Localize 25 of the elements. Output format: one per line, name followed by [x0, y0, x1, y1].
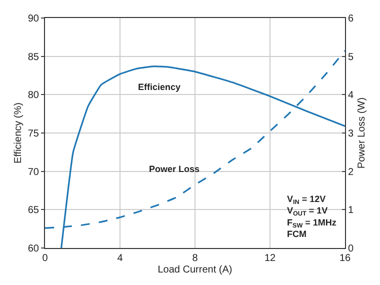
y2-tick-label: 4 [348, 90, 354, 102]
y-axis-title: Efficiency (%) [12, 102, 24, 164]
x-tick-label: 4 [117, 253, 124, 264]
x-tick-label: 12 [264, 253, 276, 264]
y-tick-label: 60 [28, 244, 40, 254]
y2-tick-label: 0 [348, 244, 354, 254]
y2-axis-title: Power Loss (W) [356, 97, 368, 169]
y2-tick-label: 2 [348, 166, 354, 178]
series-label: Power Loss [149, 164, 200, 174]
series-label: Efficiency [138, 82, 181, 92]
y-tick-label: 80 [28, 90, 40, 102]
x-axis-title: Load Current (A) [158, 264, 232, 276]
y-tick-label: 85 [28, 52, 40, 63]
y2-tick-label: 5 [348, 52, 354, 63]
y-tick-label: 65 [28, 205, 40, 216]
x-tick-label: 16 [339, 253, 351, 264]
x-tick-label: 8 [192, 253, 198, 264]
y-tick-label: 90 [28, 14, 40, 24]
y-tick-label: 70 [28, 166, 40, 178]
y2-tick-label: 3 [348, 128, 354, 140]
text: V$_{IN}$ = 12V V$_{OUT}$ = 1V F$_{SW}$ = 1MHz FCM [287, 194, 336, 240]
x-tick-label: 0 [42, 253, 48, 264]
y2-tick-label: 1 [348, 205, 354, 216]
y2-tick-label: 6 [348, 14, 354, 24]
y-tick-label: 75 [28, 128, 40, 140]
